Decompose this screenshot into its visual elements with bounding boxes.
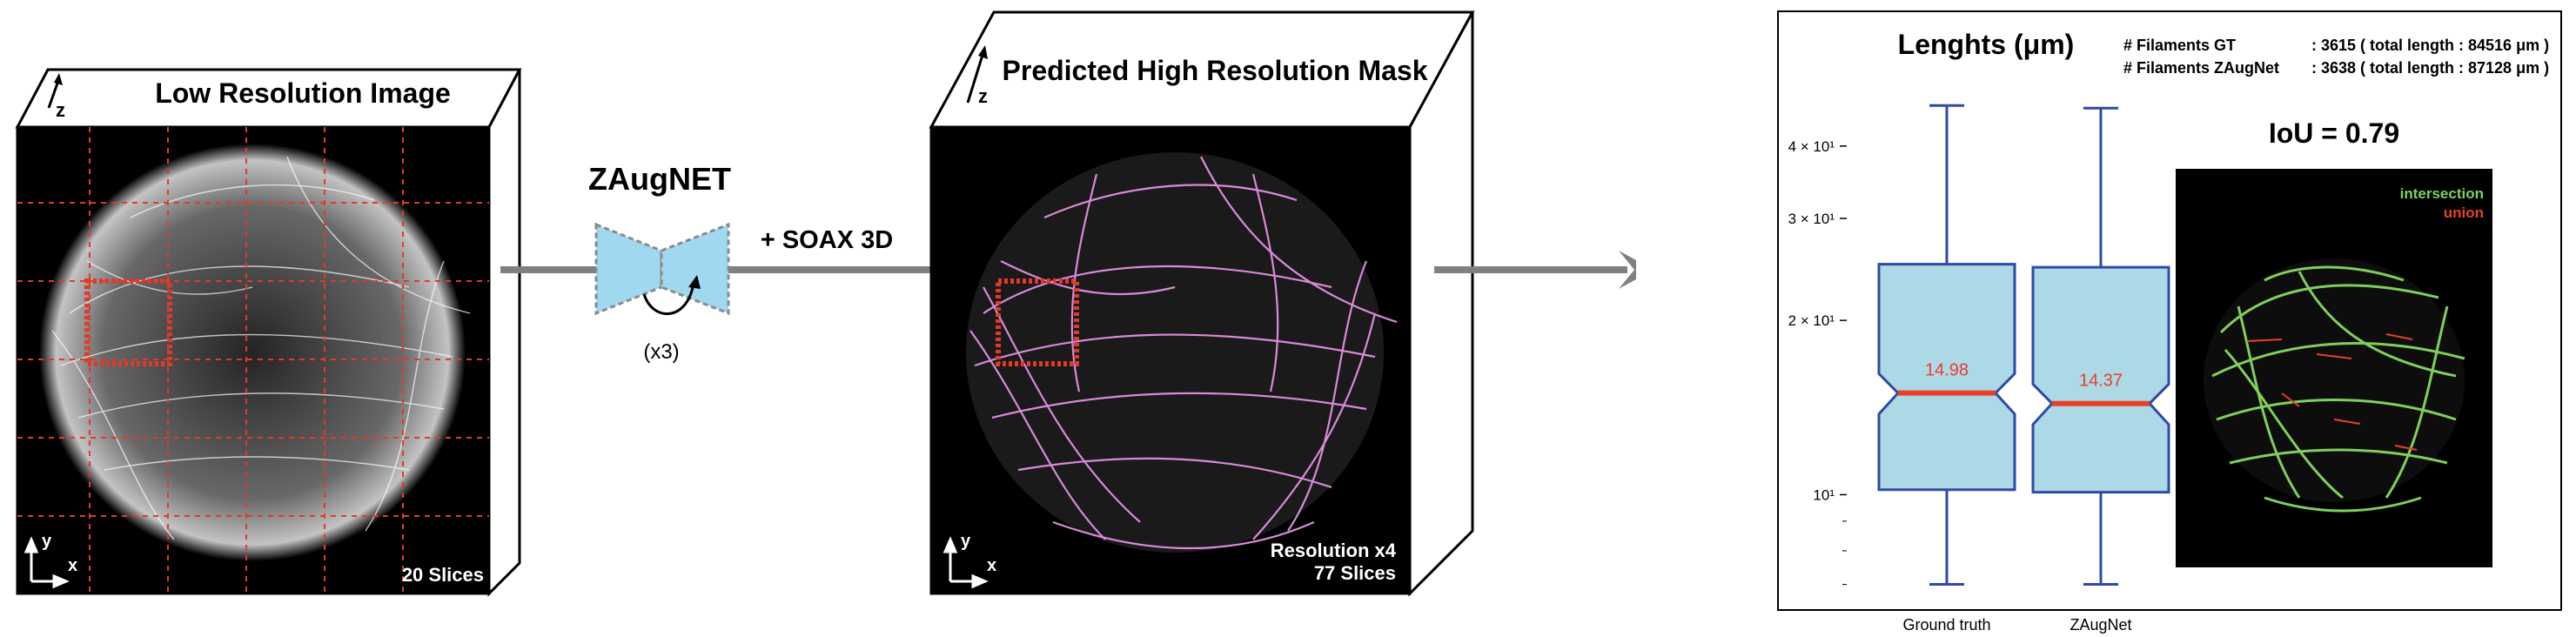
legend-union: union — [2444, 205, 2484, 221]
y-tick-label: 3 × 10¹ — [1788, 211, 1835, 227]
union-filaments — [2246, 333, 2418, 451]
filaments-zaug-label: # Filaments ZAugNet — [2123, 59, 2279, 77]
high-res-panel: z Predicted High Resolution Mask y x Res… — [929, 10, 1636, 597]
filaments-gt-value: : 3615 ( total length : 84516 μm ) — [2311, 37, 2549, 54]
patch-highlight — [84, 278, 172, 366]
x-category-label: ZAugNet — [2070, 616, 2131, 634]
box — [1877, 263, 2016, 492]
mask-z-axis-label: z — [978, 85, 988, 107]
mask-cell — [966, 152, 1384, 553]
y-tick-label: 10¹ — [1813, 486, 1835, 503]
high-res-title: Predicted High Resolution Mask — [1003, 55, 1428, 86]
cell-image — [39, 144, 466, 561]
mask-z-axis-icon — [966, 45, 988, 104]
y-tick-label: 4 × 10¹ — [1788, 138, 1835, 155]
model-panel: ZAugNET (x3) + SOAX 3D — [500, 161, 953, 364]
filaments-gt-label: # Filaments GT — [2123, 37, 2236, 54]
mask-filaments — [969, 156, 1398, 550]
intersection-filaments — [2211, 265, 2465, 513]
x-category-label: Ground truth — [1902, 616, 1990, 634]
chart-title: Lenghts (μm) — [1898, 29, 2075, 60]
slice-count: 20 Slices — [402, 564, 484, 586]
iou-cell — [2204, 258, 2465, 502]
network-icon — [594, 222, 730, 316]
output-arrow — [1434, 251, 1636, 289]
y-axis: 10¹ 2 × 10¹ 3 × 10¹ 4 × 10¹ — [1788, 138, 1847, 586]
mask-x-axis-label: x — [987, 556, 996, 575]
median-label: 14.37 — [2079, 372, 2123, 391]
mask-y-axis-label: y — [961, 532, 971, 551]
xy-axes-icon — [23, 536, 70, 589]
model-name: ZAugNET — [588, 161, 731, 197]
filament-texture — [51, 156, 471, 540]
repeat-label: (x3) — [643, 340, 679, 364]
x-axis: Ground truth ZAugNet — [1902, 616, 2131, 634]
soax-label: + SOAX 3D — [761, 226, 893, 254]
low-res-panel: z Low Resolution Image y x 20 Slices — [15, 68, 522, 597]
z-axis-label: z — [56, 99, 65, 121]
y-tick-label: 2 × 10¹ — [1788, 312, 1835, 329]
low-res-title: Low Resolution Image — [155, 77, 451, 109]
box-plot: 14.98 14.37 — [1877, 104, 2170, 587]
legend-intersection: intersection — [2400, 185, 2484, 202]
results-svg: Lenghts (μm) 10¹ 2 × 10¹ 3 × 10¹ 4 × 10¹ 14… — [1788, 29, 2550, 634]
mask-slice-count: 77 Slices — [1314, 562, 1396, 584]
resolution-label: Resolution x4 — [1271, 540, 1397, 561]
z-axis-icon — [47, 73, 63, 109]
x-axis-label: x — [68, 556, 77, 575]
y-axis-label: y — [42, 532, 52, 551]
iou-value: IoU = 0.79 — [2269, 117, 2399, 149]
mask-xy-axes-icon — [943, 536, 989, 589]
median-label: 14.98 — [1925, 361, 1969, 380]
filaments-zaug-value: : 3638 ( total length : 87128 μm ) — [2311, 59, 2549, 77]
box — [2031, 265, 2170, 494]
mask-patch-highlight — [996, 278, 1079, 366]
